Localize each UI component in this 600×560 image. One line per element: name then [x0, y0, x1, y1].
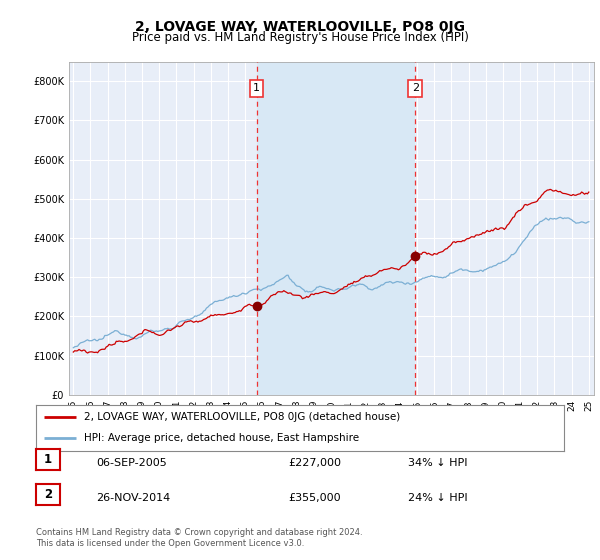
Text: 2: 2	[412, 83, 419, 94]
Text: £227,000: £227,000	[288, 458, 341, 468]
Text: 2, LOVAGE WAY, WATERLOOVILLE, PO8 0JG: 2, LOVAGE WAY, WATERLOOVILLE, PO8 0JG	[135, 20, 465, 34]
Text: 1: 1	[44, 453, 52, 466]
Text: 2, LOVAGE WAY, WATERLOOVILLE, PO8 0JG (detached house): 2, LOVAGE WAY, WATERLOOVILLE, PO8 0JG (d…	[83, 412, 400, 422]
Text: 24% ↓ HPI: 24% ↓ HPI	[408, 493, 467, 503]
Text: 26-NOV-2014: 26-NOV-2014	[96, 493, 170, 503]
Text: 34% ↓ HPI: 34% ↓ HPI	[408, 458, 467, 468]
Text: Contains HM Land Registry data © Crown copyright and database right 2024.
This d: Contains HM Land Registry data © Crown c…	[36, 528, 362, 548]
Text: £355,000: £355,000	[288, 493, 341, 503]
Text: Price paid vs. HM Land Registry's House Price Index (HPI): Price paid vs. HM Land Registry's House …	[131, 31, 469, 44]
Text: 2: 2	[44, 488, 52, 501]
Text: HPI: Average price, detached house, East Hampshire: HPI: Average price, detached house, East…	[83, 433, 359, 444]
Text: 06-SEP-2005: 06-SEP-2005	[96, 458, 167, 468]
Text: 1: 1	[253, 83, 260, 94]
Bar	[257, 62, 415, 395]
